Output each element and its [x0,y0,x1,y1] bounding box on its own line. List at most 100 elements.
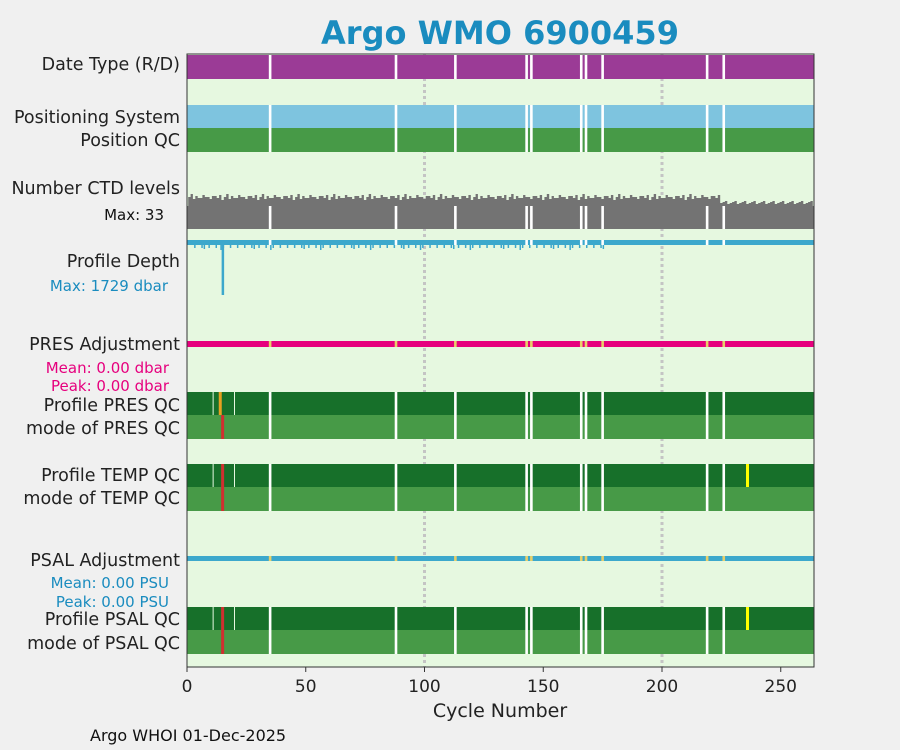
label-pres-adjustment: PRES Adjustment [29,335,180,355]
label-positioning-system: Positioning System [14,108,180,128]
gap-cycle-145 [530,206,533,229]
gap-cycle-219 [705,487,709,511]
row-pres-adjustment [187,341,814,347]
gap-cycle-166 [579,630,583,654]
gap-cycle-113 [454,105,457,128]
row-number-ctd-levels [187,206,814,229]
gap-cycle-219 [705,341,709,347]
gap-cycle-145 [530,556,533,561]
gap-cycle-145 [530,630,533,654]
row-date-type-r-d [187,55,814,79]
qc-flag-profile-pres-qc-14 [218,392,222,415]
label-mode-temp-qc: mode of TEMP QC [23,489,180,509]
x-axis: 0 50 100 150 200 250 [182,667,797,697]
x-tick-label-100: 100 [408,677,440,697]
gap-cycle-219 [705,240,709,245]
gap-cycle-175 [601,105,604,128]
qc-separator-11 [212,607,214,630]
label-mode-pres-qc: mode of PRES QC [26,419,180,439]
gap-cycle-168 [584,415,588,439]
gap-cycle-145 [530,240,533,245]
gap-cycle-88 [394,105,398,128]
grid-lines [423,54,664,667]
gap-cycle-113 [454,128,457,152]
data-rows [187,55,814,654]
row-psal-adjustment [187,556,814,561]
gap-cycle-219 [705,607,709,630]
x-axis-label: Cycle Number [433,700,567,722]
gap-cycle-168 [584,240,588,245]
psal-mean-text: Mean: 0.00 PSU [51,574,169,592]
row-position-qc [187,128,814,152]
gap-cycle-219 [705,128,709,152]
gap-cycle-143 [525,392,528,415]
gap-cycle-219 [705,556,709,561]
gap-cycle-219 [705,415,709,439]
gap-cycle-168 [584,464,588,487]
qc-separator-20 [234,464,235,487]
row-profile-pres-qc [187,392,814,415]
gap-cycle-219 [705,464,709,487]
row-mode-of-temp-qc [187,487,814,511]
gap-cycle-226 [722,487,726,511]
gap-cycle-113 [454,55,457,79]
label-mode-psal-qc: mode of PSAL QC [27,634,180,654]
gap-cycle-175 [601,630,604,654]
gap-cycle-166 [579,607,583,630]
ctd-levels-histogram [188,194,813,206]
gap-cycle-143 [525,55,528,79]
gap-cycle-143 [525,464,528,487]
gap-cycle-145 [530,128,533,152]
gap-cycle-88 [394,55,398,79]
profile-depth-max-spike [221,240,225,295]
gap-cycle-168 [584,206,588,229]
gap-cycle-226 [722,415,726,439]
label-psal-adjustment: PSAL Adjustment [30,551,180,571]
profile-depth-marks [194,245,605,250]
row-positioning-system [187,105,814,128]
gap-cycle-175 [601,464,604,487]
gap-cycle-226 [722,105,726,128]
gap-cycle-226 [722,341,726,347]
gap-cycle-143 [525,630,528,654]
gap-cycle-35 [268,341,272,347]
gap-cycle-145 [530,607,533,630]
gap-cycle-226 [722,556,726,561]
label-position-qc: Position QC [80,131,180,151]
gap-cycle-168 [584,630,588,654]
gap-cycle-35 [268,240,272,245]
gap-cycle-35 [268,128,272,152]
gap-cycle-166 [579,556,583,561]
gap-cycle-35 [268,630,272,654]
gap-cycle-175 [601,240,604,245]
pres-peak-text: Peak: 0.00 dbar [51,377,170,395]
row-profile-psal-qc [187,607,814,630]
label-profile-psal-qc: Profile PSAL QC [45,610,180,630]
gap-cycle-35 [268,105,272,128]
gap-cycle-168 [584,55,588,79]
gap-cycle-143 [525,206,528,229]
gap-cycle-145 [530,464,533,487]
missing-cycle-gaps [268,55,726,654]
gap-cycle-226 [722,392,726,415]
row-mode-of-pres-qc [187,415,814,439]
gap-cycle-166 [579,128,583,152]
x-tick-label-150: 150 [527,677,559,697]
gap-cycle-226 [722,55,726,79]
row-mode-of-psal-qc [187,630,814,654]
gap-cycle-219 [705,392,709,415]
gap-cycle-226 [722,240,726,245]
gap-cycle-175 [601,607,604,630]
gap-cycle-88 [394,341,398,347]
gap-cycle-143 [525,487,528,511]
plot-frame [186,53,815,668]
gap-cycle-175 [601,487,604,511]
gap-cycle-166 [579,206,583,229]
gap-cycle-168 [584,556,588,561]
gap-cycle-168 [584,128,588,152]
gap-cycle-113 [454,556,457,561]
qc-flag-mode-of-temp-qc-15 [221,487,225,511]
qc-separator-20 [234,607,235,630]
qc-flag-profile-temp-qc-236 [746,464,749,487]
gap-cycle-175 [601,206,604,229]
